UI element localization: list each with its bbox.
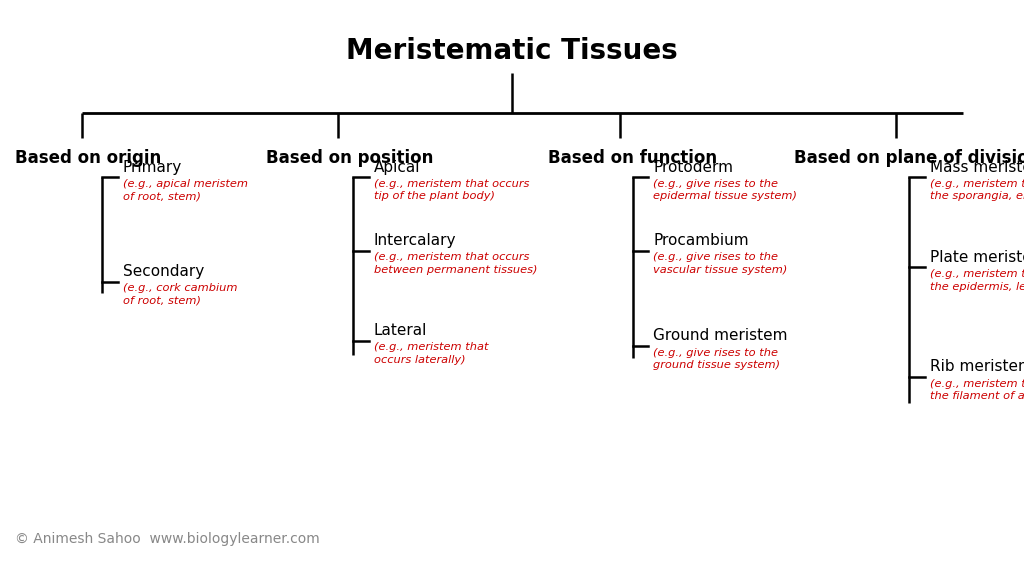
Text: Based on origin: Based on origin	[15, 149, 162, 167]
Text: (e.g., meristem that forms
the sporangia, endosperm): (e.g., meristem that forms the sporangia…	[930, 179, 1024, 202]
Text: Mass meristem: Mass meristem	[930, 159, 1024, 175]
Text: Intercalary: Intercalary	[374, 233, 457, 248]
Text: Based on plane of division: Based on plane of division	[794, 149, 1024, 167]
Text: © Animesh Sahoo  www.biologylearner.com: © Animesh Sahoo www.biologylearner.com	[15, 532, 321, 546]
Text: Rib meristem: Rib meristem	[930, 359, 1024, 374]
Text: (e.g., give rises to the
epidermal tissue system): (e.g., give rises to the epidermal tissu…	[653, 179, 798, 202]
Text: (e.g., apical meristem
of root, stem): (e.g., apical meristem of root, stem)	[123, 179, 248, 202]
Text: (e.g., meristem that forms
the filament of algae, cortex): (e.g., meristem that forms the filament …	[930, 379, 1024, 401]
Text: Lateral: Lateral	[374, 323, 427, 338]
Text: (e.g., give rises to the
ground tissue system): (e.g., give rises to the ground tissue s…	[653, 348, 780, 370]
Text: (e.g., meristem that occurs
between permanent tissues): (e.g., meristem that occurs between perm…	[374, 252, 538, 275]
Text: Ground meristem: Ground meristem	[653, 328, 787, 343]
Text: Apical: Apical	[374, 159, 420, 175]
Text: Plate meristem: Plate meristem	[930, 249, 1024, 265]
Text: (e.g., meristem that
occurs laterally): (e.g., meristem that occurs laterally)	[374, 342, 488, 365]
Text: Meristematic Tissues: Meristematic Tissues	[346, 37, 678, 65]
Text: (e.g., give rises to the
vascular tissue system): (e.g., give rises to the vascular tissue…	[653, 252, 787, 275]
Text: Based on position: Based on position	[266, 149, 433, 167]
Text: Secondary: Secondary	[123, 263, 204, 279]
Text: Primary: Primary	[123, 159, 182, 175]
Text: Based on function: Based on function	[548, 149, 717, 167]
Text: (e.g., meristem that forms
the epidermis, leaf lamina): (e.g., meristem that forms the epidermis…	[930, 269, 1024, 292]
Text: (e.g., cork cambium
of root, stem): (e.g., cork cambium of root, stem)	[123, 283, 238, 306]
Text: Procambium: Procambium	[653, 233, 749, 248]
Text: (e.g., meristem that occurs
tip of the plant body): (e.g., meristem that occurs tip of the p…	[374, 179, 529, 202]
Text: Protoderm: Protoderm	[653, 159, 733, 175]
